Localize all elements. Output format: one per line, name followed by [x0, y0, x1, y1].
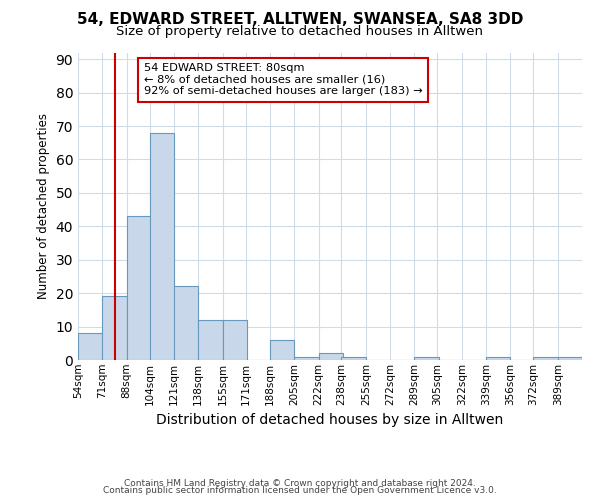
Bar [198, 320, 223, 360]
Text: Contains public sector information licensed under the Open Government Licence v3: Contains public sector information licen… [103, 486, 497, 495]
Bar [174, 286, 198, 360]
X-axis label: Distribution of detached houses by size in Alltwen: Distribution of detached houses by size … [157, 413, 503, 427]
Text: 54 EDWARD STREET: 80sqm
← 8% of detached houses are smaller (16)
92% of semi-det: 54 EDWARD STREET: 80sqm ← 8% of detached… [143, 64, 422, 96]
Bar [149, 132, 174, 360]
Bar [415, 356, 439, 360]
Text: 54, EDWARD STREET, ALLTWEN, SWANSEA, SA8 3DD: 54, EDWARD STREET, ALLTWEN, SWANSEA, SA8… [77, 12, 523, 28]
Bar [294, 356, 319, 360]
Text: Size of property relative to detached houses in Alltwen: Size of property relative to detached ho… [116, 25, 484, 38]
Bar [341, 356, 366, 360]
Bar [223, 320, 247, 360]
Bar [486, 356, 511, 360]
Bar [78, 334, 103, 360]
Bar [103, 296, 127, 360]
Text: Contains HM Land Registry data © Crown copyright and database right 2024.: Contains HM Land Registry data © Crown c… [124, 478, 476, 488]
Bar [557, 356, 582, 360]
Bar [270, 340, 294, 360]
Bar [533, 356, 557, 360]
Y-axis label: Number of detached properties: Number of detached properties [37, 114, 50, 299]
Bar [319, 354, 343, 360]
Bar [127, 216, 151, 360]
